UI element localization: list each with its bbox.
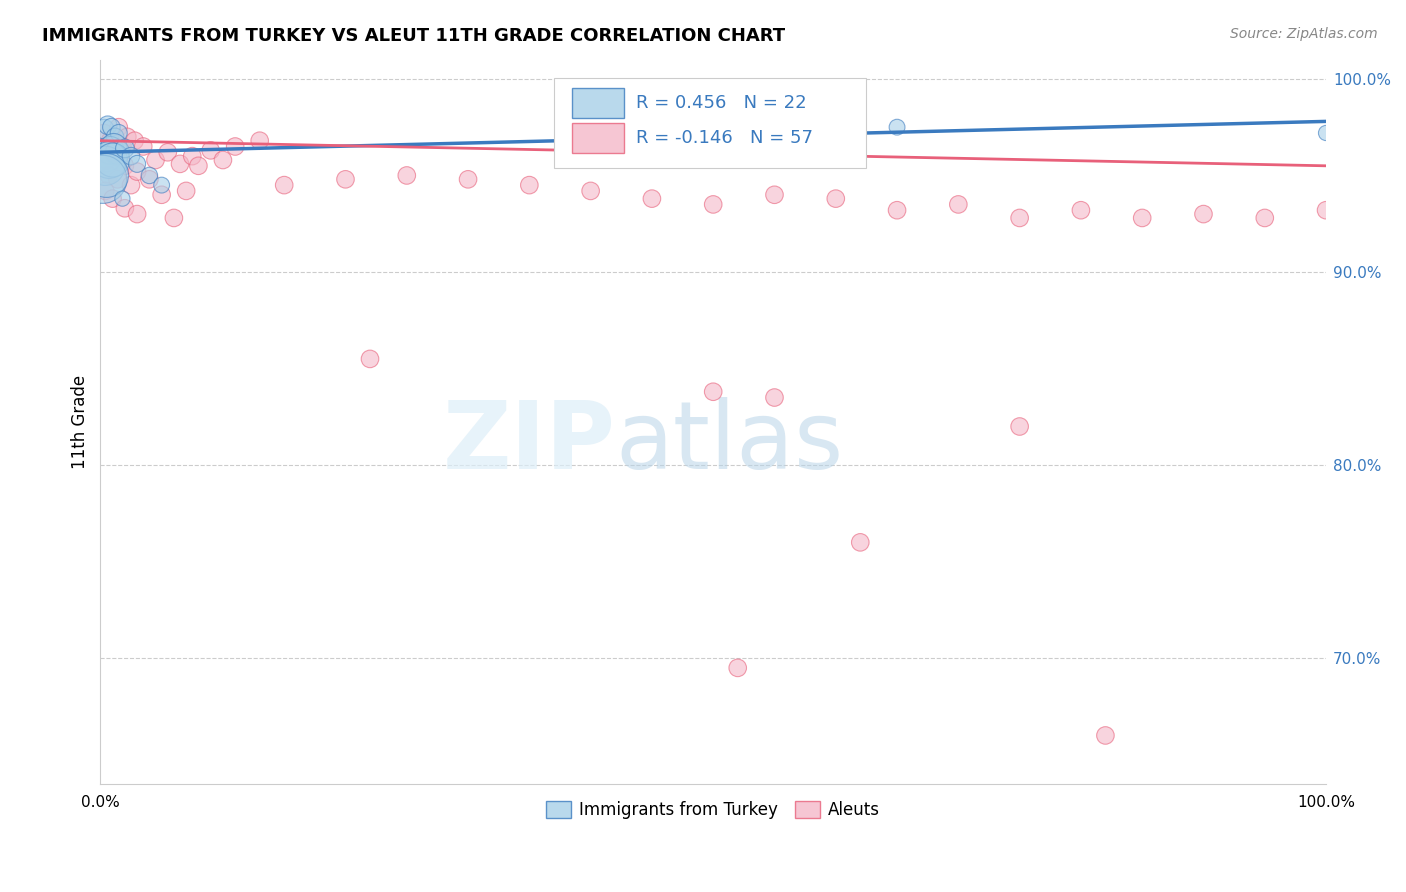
Point [101,145,124,160]
Text: ZIP: ZIP [443,398,616,490]
Point [948,197,970,211]
Point [138,169,160,183]
Point [1315,126,1337,140]
Legend: Immigrants from Turkey, Aleuts: Immigrants from Turkey, Aleuts [540,795,887,826]
Point [359,351,381,366]
Point [127,164,149,178]
Point [200,144,222,158]
Point [104,129,127,144]
Point [249,134,271,148]
Point [94,159,117,173]
Point [111,192,134,206]
FancyBboxPatch shape [572,87,624,119]
Point [100,120,122,135]
Point [91,172,114,186]
Point [120,178,142,193]
Point [224,139,246,153]
Point [127,157,149,171]
Point [117,129,139,144]
Point [1130,211,1153,225]
Point [335,172,357,186]
Point [114,202,136,216]
Point [107,172,129,186]
Point [145,153,167,167]
Point [114,141,136,155]
Point [395,169,418,183]
Point [138,172,160,186]
Point [727,661,749,675]
Point [98,144,121,158]
Text: IMMIGRANTS FROM TURKEY VS ALEUT 11TH GRADE CORRELATION CHART: IMMIGRANTS FROM TURKEY VS ALEUT 11TH GRA… [42,27,786,45]
Point [96,169,118,183]
Point [1094,729,1116,743]
Point [1315,203,1337,218]
Point [517,178,540,193]
Text: Source: ZipAtlas.com: Source: ZipAtlas.com [1230,27,1378,41]
Point [187,159,209,173]
Point [150,187,173,202]
Text: R = 0.456   N = 22: R = 0.456 N = 22 [636,94,807,112]
Point [107,145,129,160]
Point [107,126,129,140]
Point [97,169,120,183]
Point [181,149,204,163]
Point [273,178,295,193]
Point [94,184,117,198]
Text: R = -0.146   N = 57: R = -0.146 N = 57 [636,128,813,147]
Point [111,139,134,153]
Point [702,197,724,211]
Point [1008,419,1031,434]
Point [174,184,197,198]
Point [849,535,872,549]
Point [1070,203,1092,218]
Point [97,118,120,132]
Point [127,207,149,221]
Point [212,153,235,167]
FancyBboxPatch shape [572,122,624,153]
Point [93,126,115,140]
Point [763,187,786,202]
Point [97,153,120,167]
Point [702,384,724,399]
Point [763,391,786,405]
Point [641,192,664,206]
Point [120,149,142,163]
Point [1254,211,1277,225]
Point [824,192,846,206]
Point [163,211,186,225]
Point [98,134,121,148]
Point [124,134,146,148]
Y-axis label: 11th Grade: 11th Grade [72,375,89,468]
Text: atlas: atlas [616,398,844,490]
Point [132,139,155,153]
Point [107,120,129,135]
Point [169,157,191,171]
Point [886,203,908,218]
Point [1008,211,1031,225]
Point [93,122,115,136]
FancyBboxPatch shape [554,78,866,169]
Point [101,153,124,167]
Point [114,159,136,173]
Point [886,120,908,135]
Point [101,192,124,206]
Point [1192,207,1215,221]
Point [150,178,173,193]
Point [96,149,118,163]
Point [103,139,125,153]
Point [579,184,602,198]
Point [156,145,179,160]
Point [104,149,127,163]
Point [457,172,479,186]
Point [96,153,118,167]
